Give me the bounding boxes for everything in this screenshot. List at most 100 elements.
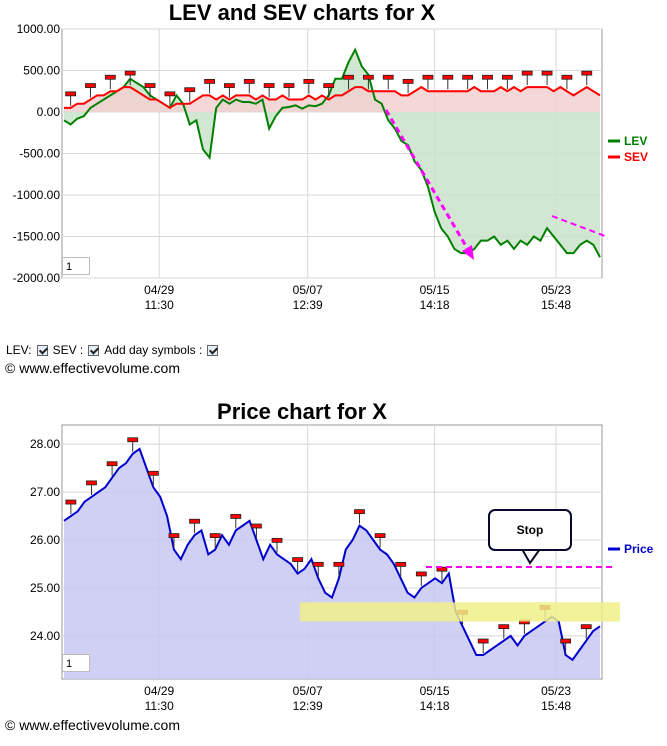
y-tick-label: -1000.00 (13, 188, 61, 202)
day-marker (251, 523, 262, 529)
x-tick-time: 12:39 (293, 699, 323, 713)
price-chart-title: Price chart for X (217, 399, 387, 424)
day-marker (147, 470, 159, 476)
x-tick-time: 15:48 (541, 298, 571, 312)
x-tick-time: 11:30 (145, 699, 174, 713)
day-marker (85, 83, 96, 88)
y-tick-label: 26.00 (30, 533, 60, 547)
series-area-sev (64, 87, 600, 112)
y-tick-label: 0.00 (37, 105, 61, 119)
y-tick-label: -2000.00 (13, 271, 61, 285)
chart1-zoom-input[interactable]: 1 (62, 257, 90, 275)
day-marker (106, 461, 118, 467)
stop-callout-pointer (520, 548, 542, 565)
y-tick-label: 28.00 (30, 437, 60, 451)
day-marker (312, 561, 324, 567)
support-zone (300, 602, 620, 622)
day-marker (204, 79, 215, 84)
x-tick-date: 04/29 (144, 684, 174, 698)
day-marker (263, 83, 275, 88)
day-marker (283, 83, 295, 88)
day-marker (362, 74, 374, 80)
day-marker (482, 74, 493, 80)
day-marker (519, 619, 530, 625)
day-marker (343, 74, 354, 80)
x-tick-date: 05/23 (541, 684, 571, 698)
day-marker (415, 571, 427, 577)
day-marker (164, 91, 176, 97)
y-tick-label: 27.00 (30, 485, 60, 499)
trend-arrow-line (384, 109, 472, 254)
sev-checkbox[interactable] (88, 344, 100, 356)
day-symbols-label: Add day symbols : (104, 343, 203, 357)
sev-toggle-label: SEV : (52, 343, 84, 357)
stop-callout: Stop (488, 509, 572, 551)
x-tick-time: 15:48 (541, 699, 571, 713)
day-marker (382, 74, 394, 80)
legend-label-price: Price (624, 542, 654, 556)
day-marker (581, 70, 593, 76)
day-marker (541, 70, 553, 76)
day-marker (224, 83, 235, 88)
x-tick-date: 05/07 (293, 283, 323, 297)
day-marker (422, 74, 434, 80)
x-tick-date: 05/15 (420, 283, 450, 297)
day-marker (230, 514, 242, 519)
day-marker (580, 624, 592, 630)
day-marker (402, 79, 414, 84)
day-marker (124, 70, 136, 76)
day-marker (303, 79, 315, 84)
y-tick-label: -500.00 (19, 147, 60, 161)
day-marker (333, 561, 345, 567)
day-marker (209, 533, 221, 539)
chart-controls: LEV: SEV : Add day symbols : (6, 343, 220, 357)
day-marker (395, 561, 407, 567)
day-marker (374, 533, 386, 539)
lev-sev-chart-title: LEV and SEV charts for X (168, 0, 436, 25)
x-tick-date: 05/23 (541, 283, 571, 297)
plot-area (61, 424, 603, 680)
day-marker (104, 74, 116, 80)
x-tick-time: 11:30 (145, 298, 174, 312)
series-area-price (64, 448, 600, 679)
day-marker (521, 70, 533, 76)
y-tick-label: 500.00 (23, 64, 60, 78)
x-tick-time: 14:18 (420, 298, 450, 312)
day-marker (561, 74, 573, 80)
y-tick-label: -1500.00 (13, 230, 61, 244)
x-tick-date: 04/29 (144, 283, 174, 297)
y-tick-label: 25.00 (30, 581, 60, 595)
day-marker (498, 624, 510, 630)
day-marker (539, 605, 551, 610)
day-marker (292, 557, 304, 562)
y-tick-label: 1000.00 (17, 22, 61, 36)
y-tick-label: 24.00 (30, 629, 60, 643)
lev-toggle-label: LEV: (6, 343, 32, 357)
day-marker (501, 74, 513, 80)
day-marker (462, 74, 474, 80)
day-symbols-checkbox[interactable] (207, 344, 219, 356)
day-marker (560, 638, 572, 644)
day-marker (354, 509, 365, 515)
x-tick-date: 05/15 (420, 684, 450, 698)
day-marker (436, 566, 448, 572)
day-marker (457, 609, 468, 615)
series-line-sev (64, 85, 601, 110)
x-tick-time: 12:39 (293, 298, 323, 312)
legend-label-sev: SEV (624, 150, 648, 164)
chart2-zoom-input[interactable]: 1 (62, 654, 90, 672)
day-marker (86, 480, 97, 486)
day-marker (184, 87, 196, 93)
day-marker (323, 83, 335, 88)
day-marker (127, 437, 139, 443)
day-marker (65, 499, 77, 505)
lev-checkbox[interactable] (36, 344, 48, 356)
day-marker (168, 533, 180, 539)
legend-label-lev: LEV (624, 134, 647, 148)
trend-arrow-head (462, 245, 474, 260)
copyright-text-2: © www.effectivevolume.com (5, 717, 181, 733)
series-line-price (63, 447, 601, 662)
day-marker (65, 91, 77, 97)
day-marker (442, 74, 454, 80)
copyright-text: © www.effectivevolume.com (5, 360, 181, 376)
